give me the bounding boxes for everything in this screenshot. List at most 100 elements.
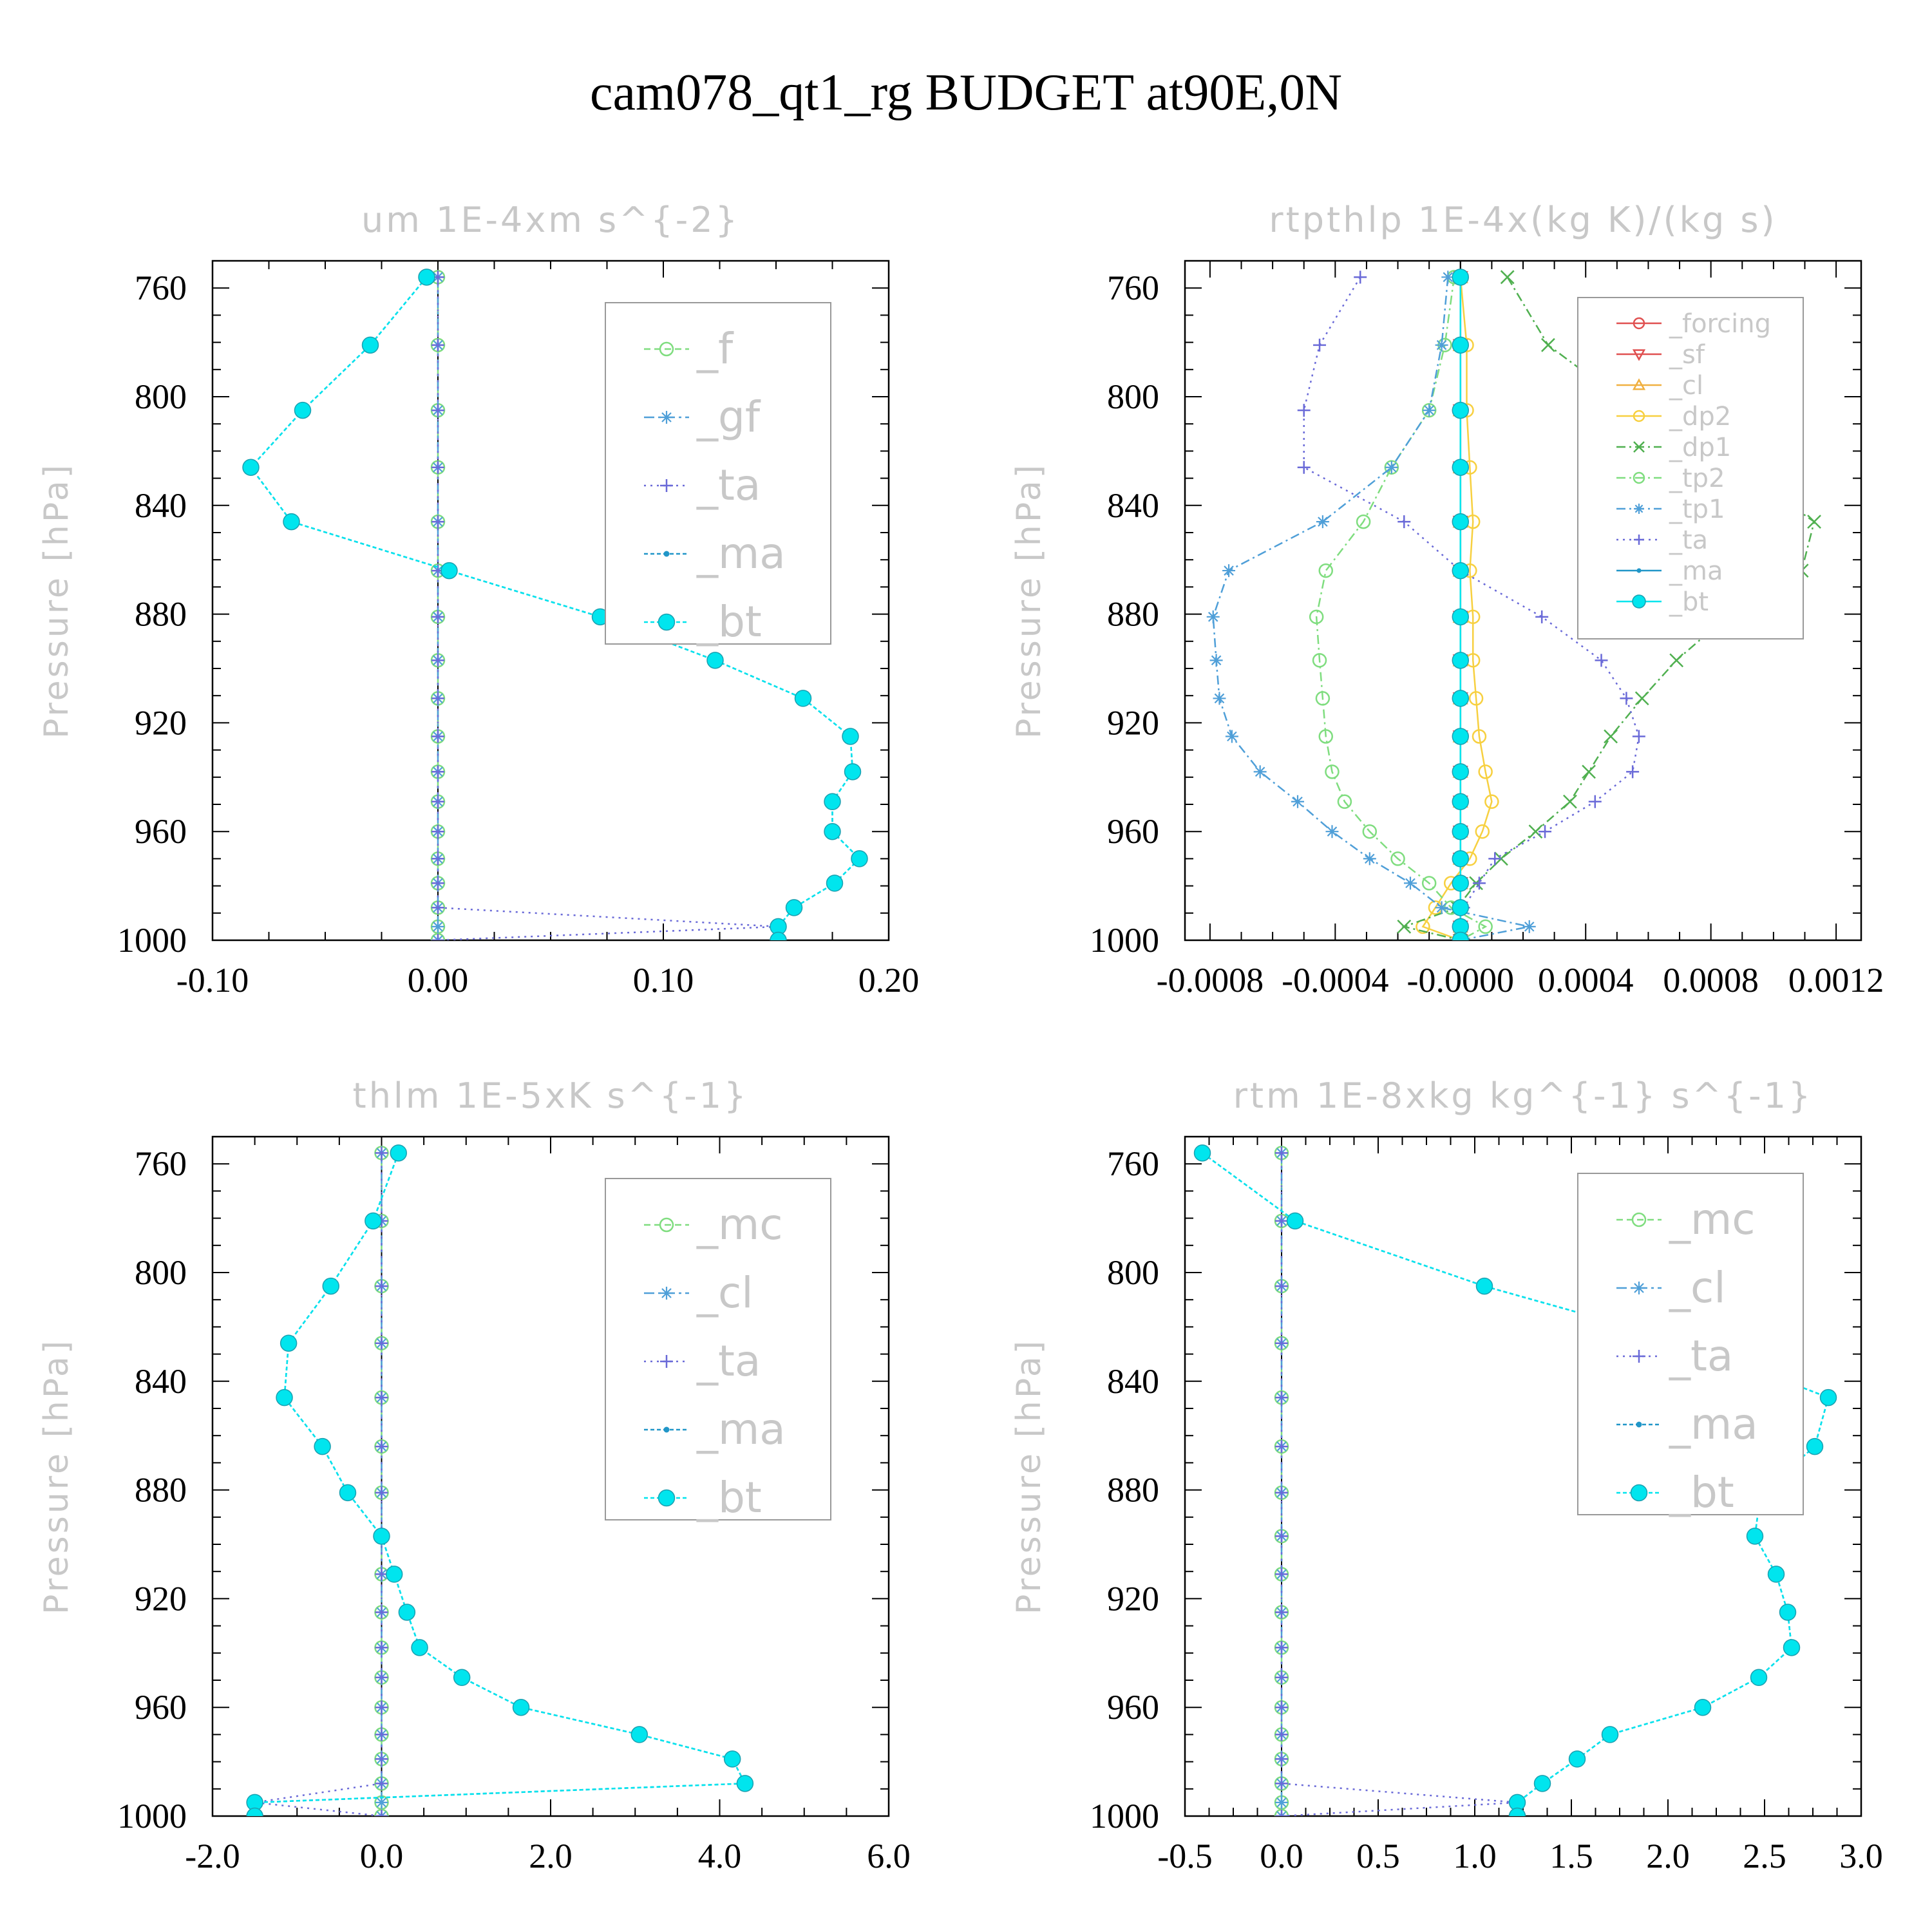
data-point bbox=[1275, 1728, 1288, 1741]
data-point bbox=[246, 1807, 263, 1816]
data-point bbox=[375, 1605, 388, 1619]
legend-label: _f bbox=[696, 324, 734, 374]
data-point bbox=[1435, 338, 1448, 352]
x-tick-label: 0.0008 bbox=[1663, 961, 1759, 999]
data-point bbox=[1533, 1775, 1551, 1792]
legend: _f _gf _ta _ma _bt bbox=[605, 302, 831, 647]
data-point bbox=[1452, 562, 1470, 580]
legend-marker bbox=[660, 411, 673, 424]
data-point bbox=[1213, 692, 1226, 705]
legend-marker bbox=[663, 551, 670, 557]
data-point bbox=[1297, 460, 1311, 474]
data-point bbox=[1472, 876, 1486, 890]
data-point bbox=[1522, 920, 1536, 933]
y-tick-label: 880 bbox=[1107, 1471, 1159, 1510]
data-point bbox=[1435, 901, 1448, 914]
legend-label: _ma bbox=[696, 1405, 786, 1454]
data-point bbox=[375, 1391, 388, 1405]
series-group bbox=[246, 1144, 754, 1816]
legend-marker bbox=[1632, 349, 1646, 361]
legend-label: _cl bbox=[1669, 371, 1703, 401]
y-tick-label: 1000 bbox=[1090, 921, 1159, 960]
data-point bbox=[736, 1775, 754, 1792]
data-point bbox=[1500, 270, 1515, 285]
data-point bbox=[431, 460, 444, 474]
data-point bbox=[375, 1701, 388, 1714]
series-tp1 bbox=[1206, 270, 1536, 940]
panel-title: um 1E-4xm s^{-2} bbox=[361, 200, 740, 240]
data-point bbox=[373, 1528, 390, 1545]
data-point bbox=[844, 763, 862, 781]
data-point bbox=[1468, 691, 1484, 706]
y-tick-label: 800 bbox=[1107, 377, 1159, 416]
data-point bbox=[1421, 876, 1437, 891]
data-point bbox=[1286, 1212, 1304, 1230]
panel-title: thlm 1E-5xK s^{-1} bbox=[353, 1075, 749, 1116]
data-point bbox=[1404, 876, 1417, 890]
y-tick-label: 760 bbox=[1107, 269, 1159, 307]
x-tick-label: 0.0 bbox=[1260, 1837, 1303, 1875]
data-point bbox=[1508, 1807, 1526, 1816]
data-point bbox=[1750, 1669, 1768, 1687]
data-point bbox=[1441, 270, 1455, 284]
legend-label: _bt bbox=[1669, 587, 1709, 617]
legend-label: _ma bbox=[1669, 556, 1723, 586]
data-point bbox=[1601, 1726, 1619, 1743]
data-point bbox=[431, 920, 444, 933]
data-point bbox=[431, 654, 444, 667]
data-point bbox=[294, 401, 312, 419]
data-point bbox=[1634, 691, 1649, 706]
y-tick-label: 760 bbox=[1107, 1144, 1159, 1183]
data-point bbox=[314, 1437, 331, 1455]
data-point bbox=[1275, 1641, 1288, 1654]
x-tick-label: 0.5 bbox=[1356, 1837, 1400, 1875]
x-tick-label: -0.0004 bbox=[1282, 961, 1388, 999]
chart-panel-1: um 1E-4xm s^{-2} Pressure [hPa] 760 800 840 8… bbox=[37, 200, 919, 999]
data-point bbox=[375, 1671, 388, 1684]
y-tick-label: 880 bbox=[135, 595, 187, 634]
data-point bbox=[1275, 1146, 1288, 1160]
data-point bbox=[1535, 610, 1549, 623]
data-point bbox=[1363, 852, 1376, 866]
legend-box bbox=[605, 1178, 831, 1520]
data-point bbox=[1275, 1486, 1288, 1499]
data-point bbox=[339, 1484, 357, 1502]
series-group bbox=[1206, 269, 1821, 940]
data-point bbox=[1475, 824, 1490, 839]
series-ta bbox=[1275, 1146, 1524, 1816]
y-tick-label: 960 bbox=[1107, 812, 1159, 851]
data-point bbox=[1193, 1144, 1211, 1162]
series-line bbox=[1280, 1153, 1518, 1816]
data-point bbox=[1362, 824, 1378, 839]
data-point bbox=[706, 652, 724, 669]
x-tick-label: 0.10 bbox=[633, 961, 694, 999]
x-tick-label: -0.10 bbox=[176, 961, 249, 999]
data-point bbox=[431, 852, 444, 866]
data-point bbox=[1767, 1566, 1785, 1583]
data-point bbox=[431, 515, 444, 529]
data-point bbox=[1632, 730, 1645, 743]
data-point bbox=[1316, 515, 1329, 529]
y-tick-label: 880 bbox=[1107, 595, 1159, 634]
data-point bbox=[1626, 765, 1640, 779]
series-bt bbox=[246, 1144, 754, 1816]
x-tick-label: 6.0 bbox=[867, 1837, 911, 1875]
data-point bbox=[1297, 404, 1311, 417]
data-point bbox=[390, 1144, 407, 1162]
data-point bbox=[723, 1750, 741, 1768]
data-point bbox=[851, 850, 868, 867]
data-point bbox=[242, 459, 260, 476]
data-point bbox=[1354, 270, 1367, 284]
legend-marker bbox=[1633, 1282, 1645, 1294]
y-tick-label: 960 bbox=[1107, 1688, 1159, 1727]
data-point bbox=[431, 610, 444, 623]
data-point bbox=[1337, 794, 1352, 810]
data-point bbox=[322, 1277, 339, 1295]
data-point bbox=[1385, 460, 1398, 474]
series-bt bbox=[1452, 269, 1470, 940]
data-point bbox=[1313, 338, 1327, 352]
data-point bbox=[1595, 654, 1608, 667]
series-ta bbox=[431, 270, 785, 940]
data-point bbox=[1452, 401, 1470, 419]
y-tick-label: 760 bbox=[135, 1144, 187, 1183]
